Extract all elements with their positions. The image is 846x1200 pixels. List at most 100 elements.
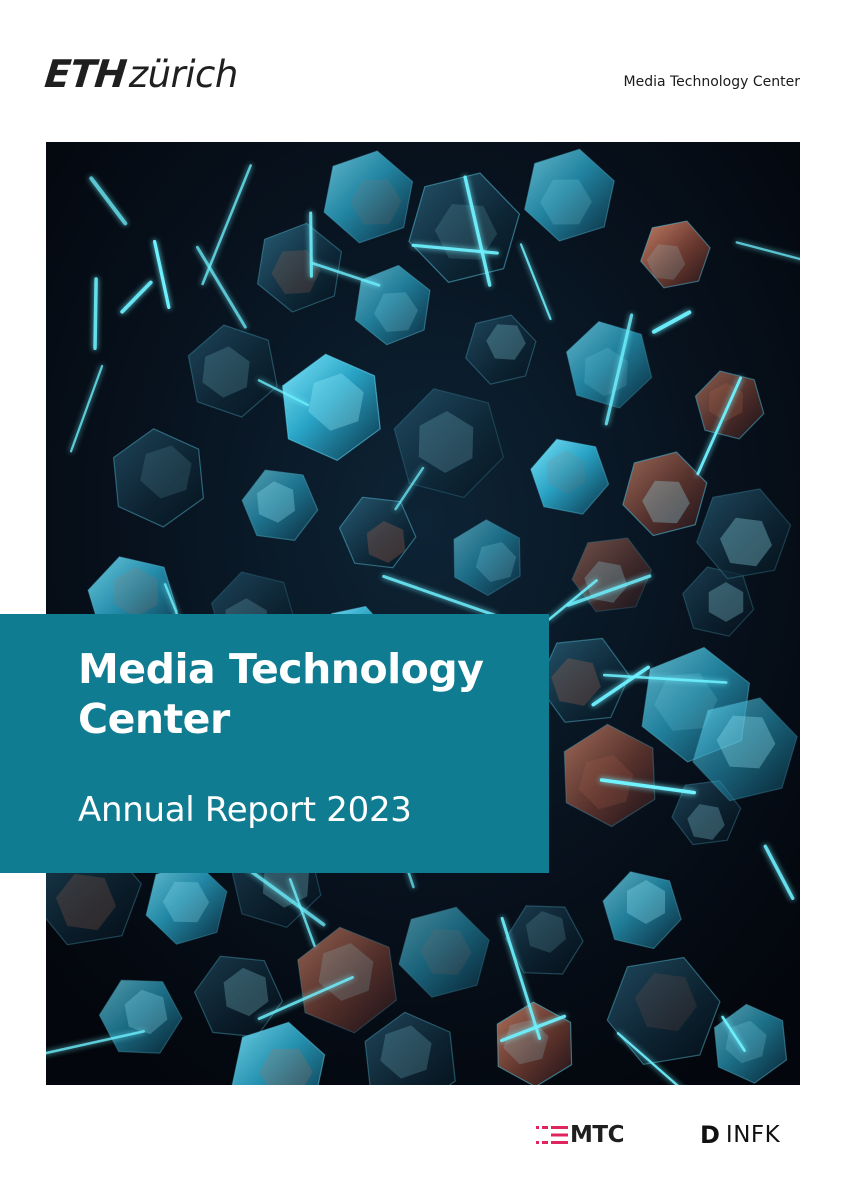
neon-tube bbox=[93, 277, 98, 351]
sculpture-hexagon-facet bbox=[687, 804, 725, 840]
neon-tube bbox=[394, 466, 425, 511]
report-title-line1: Media Technology bbox=[78, 645, 484, 693]
sculpture-hexagon-facet bbox=[546, 450, 586, 494]
mtc-logo-mark-icon bbox=[536, 1126, 568, 1144]
sculpture-hexagon-facet bbox=[475, 542, 517, 582]
sculpture-hexagon-facet bbox=[418, 411, 474, 473]
neon-tube bbox=[604, 313, 634, 426]
neon-tube bbox=[602, 673, 728, 684]
sculpture-hexagon bbox=[187, 324, 278, 418]
sculpture-hexagon-facet bbox=[525, 911, 567, 953]
neon-tube bbox=[519, 243, 552, 321]
sculpture-hexagon-facet bbox=[646, 244, 686, 280]
neon-tube bbox=[763, 844, 795, 900]
sculpture-hexagon bbox=[465, 314, 537, 385]
neon-tube bbox=[257, 976, 354, 1021]
sculpture-hexagon bbox=[622, 451, 708, 537]
sculpture-hexagon bbox=[453, 519, 521, 597]
sculpture-hexagon-facet bbox=[114, 566, 158, 618]
neon-tube bbox=[46, 1030, 145, 1055]
sculpture-hexagon-facet bbox=[584, 561, 628, 603]
neon-tube bbox=[566, 574, 652, 607]
neon-tube bbox=[500, 916, 542, 1040]
sculpture-hexagon bbox=[606, 956, 721, 1065]
sculpture-hexagon-facet bbox=[257, 481, 295, 523]
sculpture-hexagon bbox=[571, 537, 653, 613]
sculpture-hexagon bbox=[364, 1011, 456, 1085]
footer-logos: MTC D INFK bbox=[0, 1118, 846, 1154]
neon-tube bbox=[651, 310, 692, 334]
neon-tube bbox=[152, 239, 171, 310]
sculpture-hexagon-facet bbox=[55, 873, 117, 931]
sculpture-hexagon-facet bbox=[366, 521, 406, 563]
neon-tube bbox=[463, 175, 492, 287]
neon-tube bbox=[120, 280, 153, 314]
sculpture-hexagon bbox=[145, 861, 228, 945]
neon-tube bbox=[239, 862, 326, 927]
sculpture-hexagon-facet bbox=[374, 292, 418, 332]
sculpture-hexagon-facet bbox=[202, 346, 250, 398]
neon-tube bbox=[500, 1014, 567, 1043]
neon-tube bbox=[257, 379, 310, 407]
sculpture-hexagon bbox=[530, 438, 610, 515]
neon-tube bbox=[201, 164, 252, 286]
sculpture-hexagon bbox=[692, 697, 798, 802]
sculpture-hexagon bbox=[408, 172, 521, 283]
eth-logo-zurich: zürich bbox=[128, 53, 239, 96]
title-panel: Media Technology Center Annual Report 20… bbox=[0, 614, 549, 873]
sculpture-hexagon-facet bbox=[350, 179, 402, 225]
sculpture-hexagon bbox=[98, 979, 183, 1054]
sculpture-hexagon bbox=[671, 780, 742, 846]
sculpture-hexagon-facet bbox=[223, 967, 269, 1017]
sculpture-hexagon-facet bbox=[654, 673, 718, 731]
sculpture-hexagon bbox=[713, 1003, 788, 1084]
neon-tube bbox=[288, 878, 316, 947]
dinfk-logo-mark: D bbox=[700, 1121, 720, 1149]
sculpture-hexagon-facet bbox=[626, 880, 666, 924]
neon-tube bbox=[721, 1015, 746, 1052]
sculpture-hexagon-facet bbox=[124, 989, 168, 1035]
sculpture-hexagon-facet bbox=[308, 373, 364, 431]
sculpture-hexagon-facet bbox=[720, 517, 772, 567]
sculpture-hexagon bbox=[696, 488, 792, 580]
report-title: Media Technology Center bbox=[78, 644, 549, 744]
report-title-line2: Center bbox=[78, 695, 230, 743]
sculpture-hexagon bbox=[281, 353, 381, 461]
sculpture-hexagon bbox=[563, 723, 656, 828]
sculpture-hexagon bbox=[323, 150, 414, 244]
neon-tube bbox=[309, 211, 313, 278]
sculpture-hexagon bbox=[112, 428, 205, 528]
sculpture-hexagon-facet bbox=[420, 929, 472, 975]
sculpture-hexagon-facet bbox=[642, 480, 690, 524]
report-subtitle: Annual Report 2023 bbox=[78, 790, 412, 830]
eth-zurich-logo: ETH zürich bbox=[42, 52, 239, 96]
neon-tube bbox=[411, 243, 499, 255]
sculpture-hexagon-facet bbox=[725, 1020, 767, 1064]
sculpture-hexagon bbox=[231, 1021, 326, 1085]
sculpture-hexagon-facet bbox=[708, 582, 744, 622]
mtc-logo: MTC bbox=[536, 1122, 624, 1148]
sculpture-hexagon bbox=[241, 469, 319, 541]
sculpture-hexagon-facet bbox=[716, 715, 776, 769]
sculpture-hexagon bbox=[398, 906, 490, 998]
eth-logo-mark: ETH bbox=[42, 52, 128, 96]
sculpture-hexagon bbox=[256, 222, 343, 313]
sculpture-hexagon-facet bbox=[540, 179, 592, 225]
sculpture-hexagon bbox=[640, 220, 711, 289]
neon-tube bbox=[616, 1032, 679, 1085]
sculpture-hexagon-facet bbox=[259, 1048, 313, 1085]
header-unit-name: Media Technology Center bbox=[623, 74, 801, 90]
neon-tube bbox=[696, 376, 742, 476]
sculpture-hexagon bbox=[496, 1001, 573, 1085]
neon-tube bbox=[89, 176, 128, 226]
dinfk-logo: D INFK bbox=[700, 1121, 780, 1149]
sculpture-hexagon bbox=[602, 871, 682, 950]
mtc-logo-text: MTC bbox=[570, 1122, 624, 1148]
neon-tube bbox=[382, 574, 497, 617]
sculpture-hexagon bbox=[565, 320, 653, 409]
sculpture-hexagon-facet bbox=[380, 1025, 432, 1079]
sculpture-hexagon bbox=[524, 148, 615, 242]
neon-tube bbox=[735, 241, 800, 261]
sculpture-hexagon bbox=[682, 566, 755, 637]
neon-tube bbox=[69, 364, 104, 453]
